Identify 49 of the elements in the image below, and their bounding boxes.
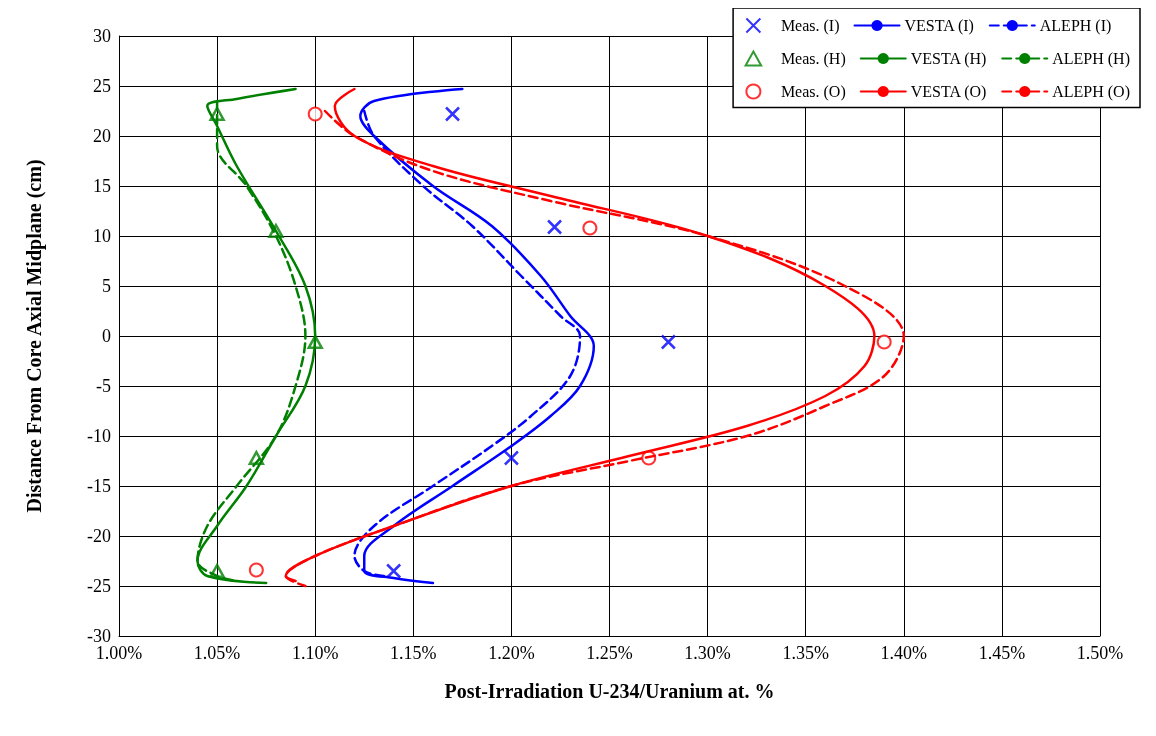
y-tick-label: -10 [87, 426, 111, 446]
point [209, 106, 225, 122]
point [209, 563, 225, 579]
point [546, 219, 563, 235]
y-tick-label: 30 [93, 26, 111, 46]
point [268, 223, 284, 239]
x-axis-title: Post-Irradiation U-234/Uranium at. % [444, 680, 775, 702]
y-tick-label: -20 [87, 526, 111, 546]
y-tick-label: 20 [93, 126, 111, 146]
x-tick-label: 1.50% [1076, 643, 1124, 663]
y-tick-label: -15 [87, 476, 111, 496]
y-tick-label: -30 [87, 626, 111, 646]
point [660, 334, 677, 350]
legend-label: Meas. (H) [780, 50, 846, 68]
x-tick-label: 1.00% [95, 643, 143, 663]
x-tick-label: 1.10% [291, 643, 339, 663]
point [307, 334, 323, 350]
x-tick-label: 1.25% [586, 643, 633, 663]
y-tick-label: 5 [102, 276, 111, 296]
legend-label: Meas. (O) [780, 83, 846, 101]
point [248, 450, 265, 466]
point [503, 450, 520, 466]
y-tick-label: 10 [93, 226, 111, 246]
y-tick-label: 0 [102, 326, 111, 346]
y-tick-label: 15 [93, 176, 111, 196]
x-tick-label: 1.20% [488, 643, 535, 663]
x-tick-label: 1.30% [684, 643, 731, 663]
point [385, 563, 402, 579]
x-tick-label: 1.05% [193, 643, 241, 663]
point [248, 562, 264, 578]
legend-label: ALEPH (O) [1052, 83, 1130, 101]
legend-label: VESTA (O) [910, 83, 987, 101]
point [582, 220, 598, 236]
x-tick-label: 1.40% [880, 643, 928, 663]
legend-label: VESTA (I) [904, 17, 974, 35]
y-tick-label: -25 [87, 576, 111, 596]
x-tick-label: 1.35% [782, 643, 829, 663]
point [876, 334, 892, 350]
y-tick-label: -5 [96, 376, 111, 396]
x-tick-label: 1.45% [978, 643, 1026, 663]
y-axis-title: Distance From Core Axial Midplane (cm) [23, 159, 46, 513]
point [307, 106, 323, 122]
legend-label: Meas. (I) [780, 17, 840, 35]
legend-label: ALEPH (I) [1039, 17, 1112, 35]
x-tick-label: 1.15% [390, 643, 437, 663]
point [444, 106, 461, 122]
legend-label: ALEPH (H) [1052, 50, 1130, 68]
y-tick-label: 25 [93, 76, 111, 96]
legend-label: VESTA (H) [910, 50, 987, 68]
